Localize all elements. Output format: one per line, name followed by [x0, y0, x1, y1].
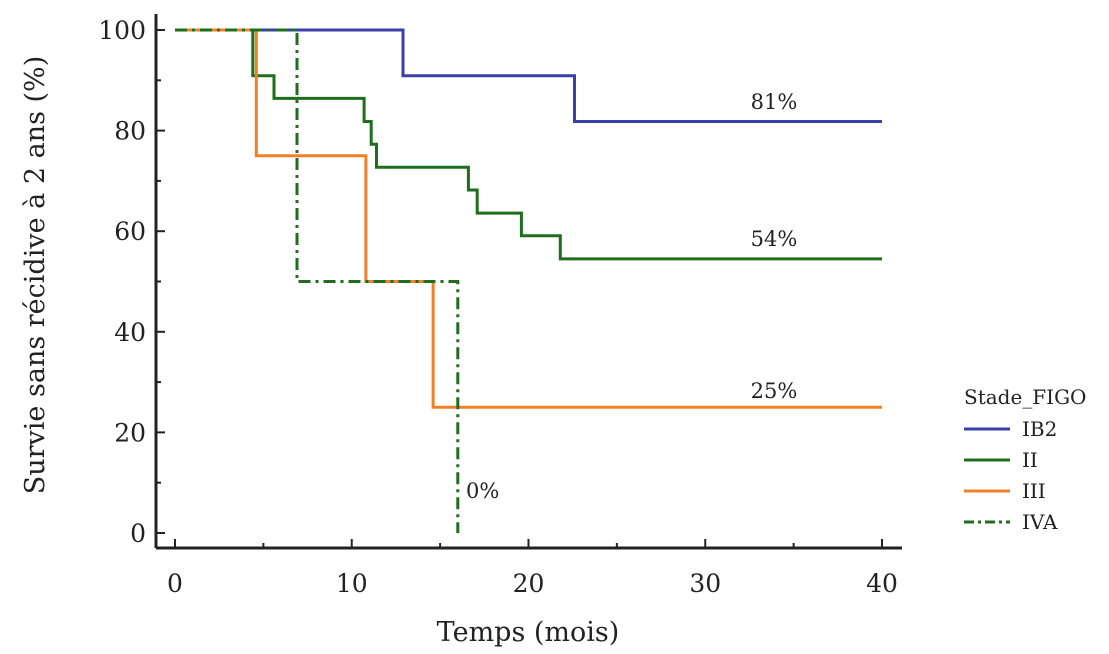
end-labels: 81% 54% 25% 0%	[466, 90, 797, 503]
series-line-ii	[175, 28, 882, 261]
series-line-iva	[175, 28, 460, 533]
x-tick-label: 10	[336, 569, 368, 598]
legend-label-iva: IVA	[1022, 510, 1058, 534]
series-line-ib2	[175, 28, 882, 123]
y-tick-label: 100	[98, 16, 146, 45]
end-label-ii: 54%	[751, 227, 798, 251]
y-tick-label: 80	[114, 117, 146, 146]
legend-label-iii: III	[1022, 479, 1046, 503]
x-tick-label: 30	[689, 569, 721, 598]
y-axis-title: Survie sans récidive à 2 ans (%)	[20, 56, 51, 495]
x-tick-label: 20	[513, 569, 545, 598]
end-label-iva: 0%	[466, 479, 499, 503]
x-axis-title: Temps (mois)	[437, 617, 620, 648]
y-tick-label: 60	[114, 217, 146, 246]
x-tick-label: 0	[167, 569, 183, 598]
legend-title: Stade_FIGO	[964, 385, 1086, 409]
series-layer	[175, 28, 882, 533]
y-tick-label: 20	[114, 418, 146, 447]
axes: 0 10 20 30 40 0 20 40 60 80 100 Temps (mois) Survie …	[20, 14, 902, 648]
x-tick-label: 40	[866, 569, 898, 598]
legend-label-ii: II	[1022, 448, 1038, 472]
y-tick-label: 0	[130, 519, 146, 548]
end-label-ib2: 81%	[751, 90, 798, 114]
legend-label-ib2: IB2	[1022, 417, 1057, 441]
y-tick-label: 40	[114, 318, 146, 347]
series-line-iii	[175, 28, 882, 409]
end-label-iii: 25%	[751, 379, 798, 403]
